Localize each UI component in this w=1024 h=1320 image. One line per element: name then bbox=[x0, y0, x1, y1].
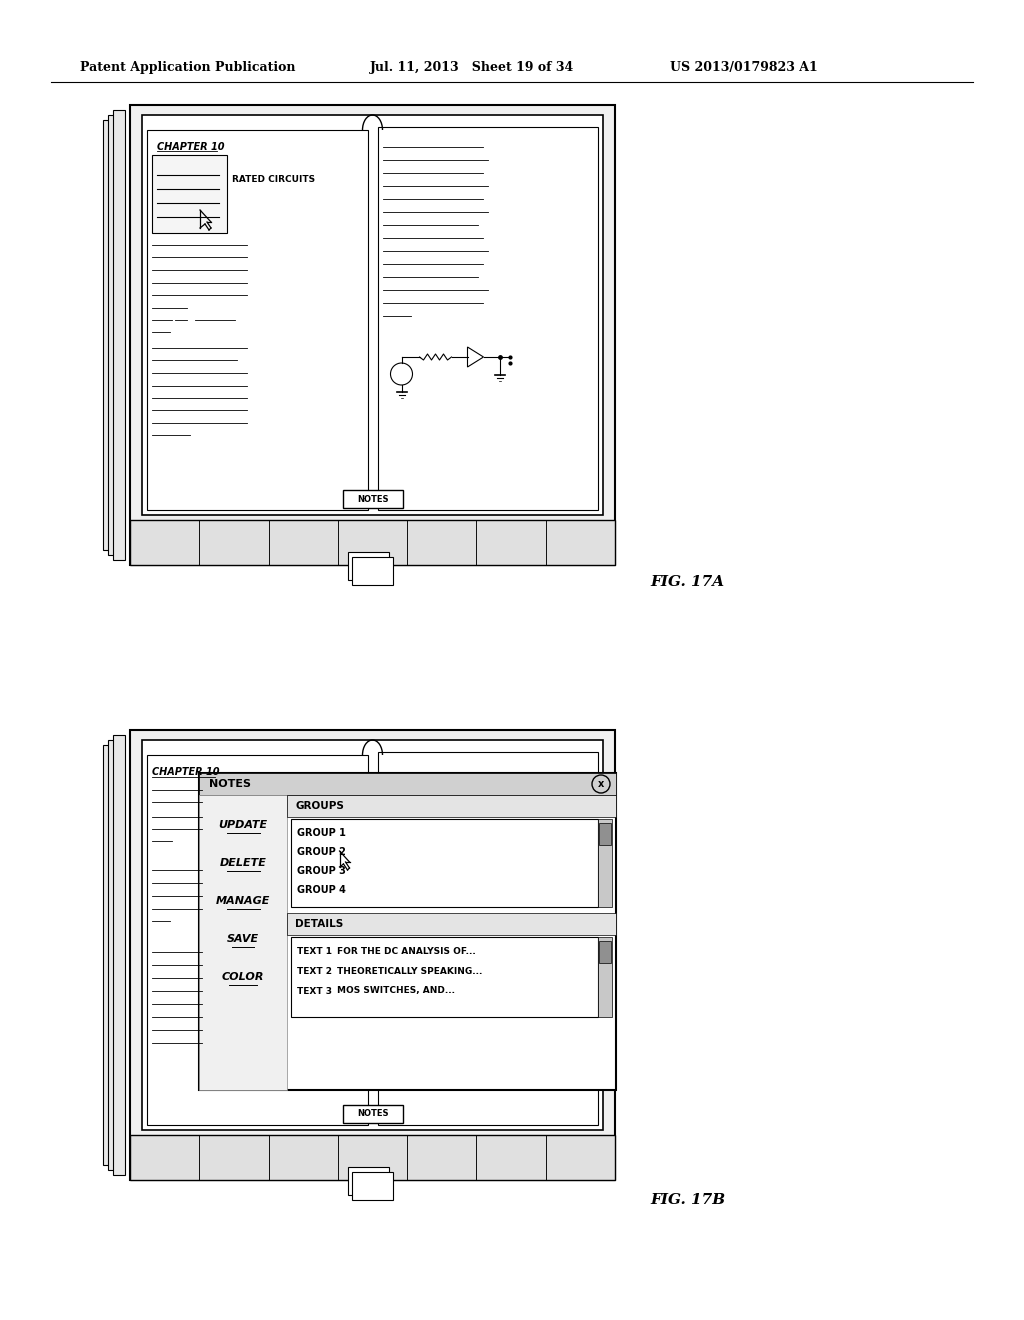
Bar bbox=[287, 795, 616, 817]
Bar bbox=[378, 127, 598, 510]
Bar bbox=[338, 1135, 408, 1180]
Text: DELETE: DELETE bbox=[219, 858, 266, 869]
Bar bbox=[199, 774, 616, 795]
Bar bbox=[342, 490, 402, 508]
Bar bbox=[287, 913, 616, 935]
Bar bbox=[546, 520, 615, 565]
Text: CHAPTER 10: CHAPTER 10 bbox=[157, 143, 224, 152]
Bar bbox=[113, 735, 125, 1175]
Bar bbox=[113, 110, 125, 560]
Text: GROUP 1: GROUP 1 bbox=[297, 828, 346, 838]
Bar bbox=[599, 941, 611, 964]
Bar bbox=[338, 520, 408, 565]
Text: COLOR: COLOR bbox=[222, 972, 264, 982]
Bar bbox=[200, 1135, 268, 1180]
Bar bbox=[108, 741, 120, 1170]
Bar bbox=[103, 120, 115, 550]
Bar bbox=[152, 154, 227, 234]
Bar bbox=[147, 129, 368, 510]
Text: THEORETICALLY SPEAKING...: THEORETICALLY SPEAKING... bbox=[337, 966, 482, 975]
Bar bbox=[108, 115, 120, 554]
Bar bbox=[352, 1172, 393, 1200]
Text: FOR THE DC ANALYSIS OF...: FOR THE DC ANALYSIS OF... bbox=[337, 946, 476, 956]
Text: RATED CIRCUITS: RATED CIRCUITS bbox=[232, 176, 315, 183]
Bar bbox=[142, 741, 603, 1130]
Bar bbox=[147, 755, 368, 1125]
Text: UPDATE: UPDATE bbox=[218, 820, 267, 830]
Text: MOS SWITCHES, AND...: MOS SWITCHES, AND... bbox=[337, 986, 455, 995]
Text: NOTES: NOTES bbox=[356, 1110, 388, 1118]
Text: GROUPS: GROUPS bbox=[295, 801, 344, 810]
Bar bbox=[342, 1105, 402, 1123]
Bar bbox=[130, 520, 200, 565]
Bar bbox=[408, 1135, 476, 1180]
Bar bbox=[130, 520, 615, 565]
Text: Patent Application Publication: Patent Application Publication bbox=[80, 62, 296, 74]
Text: TEXT 3: TEXT 3 bbox=[297, 986, 332, 995]
Bar bbox=[546, 1135, 615, 1180]
Bar bbox=[130, 730, 615, 1180]
Bar bbox=[291, 818, 598, 907]
Bar bbox=[598, 818, 612, 907]
Bar bbox=[130, 106, 615, 565]
Text: FIG. 17A: FIG. 17A bbox=[650, 576, 724, 589]
Bar bbox=[378, 752, 598, 1125]
Bar bbox=[348, 1167, 389, 1195]
Bar bbox=[130, 1135, 200, 1180]
Bar bbox=[476, 1135, 546, 1180]
Bar bbox=[268, 1135, 338, 1180]
Text: GROUP 3: GROUP 3 bbox=[297, 866, 346, 876]
Bar bbox=[142, 115, 603, 515]
Text: TEXT 1: TEXT 1 bbox=[297, 946, 332, 956]
Bar bbox=[348, 552, 389, 579]
Bar bbox=[103, 744, 115, 1166]
Bar bbox=[199, 795, 287, 1090]
Text: x: x bbox=[598, 779, 604, 789]
Bar bbox=[291, 937, 598, 1016]
Bar bbox=[408, 520, 476, 565]
Text: Jul. 11, 2013   Sheet 19 of 34: Jul. 11, 2013 Sheet 19 of 34 bbox=[370, 62, 574, 74]
Text: US 2013/0179823 A1: US 2013/0179823 A1 bbox=[670, 62, 818, 74]
Bar bbox=[200, 520, 268, 565]
Bar bbox=[352, 557, 393, 585]
Bar bbox=[268, 520, 338, 565]
Bar bbox=[599, 822, 611, 845]
Text: NOTES: NOTES bbox=[356, 495, 388, 503]
Text: NOTES: NOTES bbox=[209, 779, 251, 789]
Bar bbox=[598, 937, 612, 1016]
Text: FIG. 17B: FIG. 17B bbox=[650, 1193, 725, 1206]
Text: MANAGE: MANAGE bbox=[216, 896, 270, 906]
Bar bbox=[130, 1135, 615, 1180]
Text: GROUP 4: GROUP 4 bbox=[297, 884, 346, 895]
Text: SAVE: SAVE bbox=[227, 935, 259, 944]
Text: DETAILS: DETAILS bbox=[295, 919, 343, 929]
Bar bbox=[199, 774, 616, 1090]
Text: TEXT 2: TEXT 2 bbox=[297, 966, 332, 975]
Text: CHAPTER 10: CHAPTER 10 bbox=[152, 767, 219, 777]
Text: GROUP 2: GROUP 2 bbox=[297, 847, 346, 857]
Bar bbox=[476, 520, 546, 565]
